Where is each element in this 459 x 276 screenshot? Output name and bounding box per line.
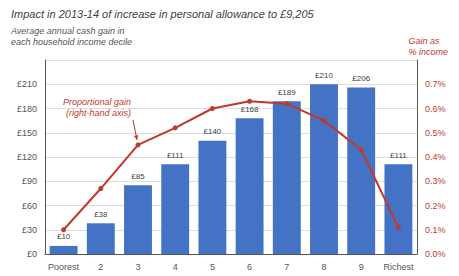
svg-text:£60: £60 xyxy=(22,201,37,211)
svg-text:0.1%: 0.1% xyxy=(425,225,446,235)
svg-text:£210: £210 xyxy=(17,79,37,89)
svg-text:£210: £210 xyxy=(315,71,333,80)
svg-text:7: 7 xyxy=(284,262,289,272)
svg-text:£120: £120 xyxy=(17,152,37,162)
svg-text:£189: £189 xyxy=(278,88,296,97)
svg-text:9: 9 xyxy=(359,262,364,272)
svg-text:£85: £85 xyxy=(131,172,145,181)
svg-text:£10: £10 xyxy=(57,232,71,241)
svg-text:Average annual cash gain in: Average annual cash gain in xyxy=(10,26,124,36)
svg-text:Poorest: Poorest xyxy=(48,262,80,272)
svg-text:8: 8 xyxy=(321,262,326,272)
svg-text:Richest: Richest xyxy=(383,262,414,272)
svg-text:£90: £90 xyxy=(22,176,37,186)
svg-text:each household income decile: each household income decile xyxy=(11,37,132,47)
svg-text:2: 2 xyxy=(98,262,103,272)
svg-text:(right-hand axis): (right-hand axis) xyxy=(66,108,131,118)
svg-text:0.3%: 0.3% xyxy=(425,176,446,186)
svg-text:3: 3 xyxy=(135,262,140,272)
svg-text:4: 4 xyxy=(173,262,178,272)
svg-text:5: 5 xyxy=(210,262,215,272)
svg-text:£30: £30 xyxy=(22,225,37,235)
svg-text:0.6%: 0.6% xyxy=(425,104,446,114)
svg-text:£0: £0 xyxy=(27,249,37,259)
svg-text:Impact in 2013-14 of increase: Impact in 2013-14 of increase in persona… xyxy=(11,8,315,20)
svg-text:0.4%: 0.4% xyxy=(425,152,446,162)
svg-text:£180: £180 xyxy=(17,104,37,114)
svg-text:£38: £38 xyxy=(94,210,108,219)
svg-text:£111: £111 xyxy=(390,151,407,160)
svg-text:£206: £206 xyxy=(352,74,370,83)
svg-text:£168: £168 xyxy=(241,105,259,114)
svg-text:£140: £140 xyxy=(204,127,222,136)
svg-text:% income: % income xyxy=(408,47,448,57)
svg-text:0.5%: 0.5% xyxy=(425,128,446,138)
svg-text:Gain as: Gain as xyxy=(408,36,440,46)
svg-text:0.2%: 0.2% xyxy=(425,201,446,211)
svg-text:0.0%: 0.0% xyxy=(425,249,446,259)
svg-text:6: 6 xyxy=(247,262,252,272)
svg-text:Proportional gain: Proportional gain xyxy=(63,97,131,107)
svg-text:£150: £150 xyxy=(17,128,37,138)
svg-text:£111: £111 xyxy=(167,151,184,160)
svg-text:0.7%: 0.7% xyxy=(425,79,446,89)
